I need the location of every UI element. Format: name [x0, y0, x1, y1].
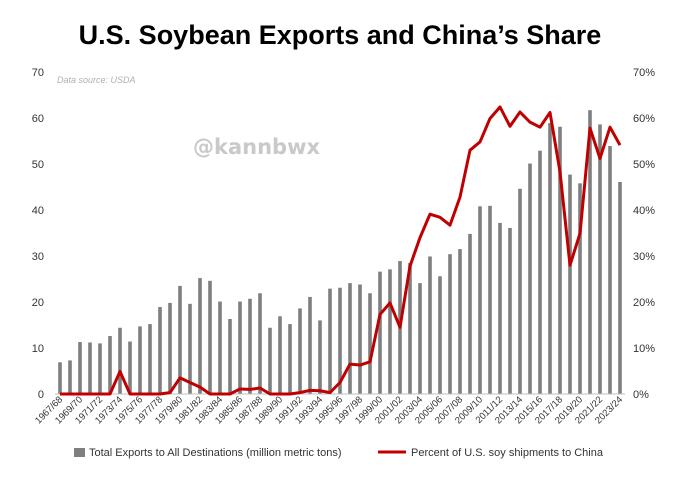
bar: [438, 276, 442, 394]
bar: [368, 293, 372, 394]
bar: [518, 188, 522, 394]
legend: Total Exports to All Destinations (milli…: [74, 447, 604, 459]
bar: [378, 271, 382, 394]
bar: [418, 283, 422, 394]
y-right-tick-label: 0%: [633, 389, 649, 401]
bar: [208, 280, 212, 394]
bar: [338, 287, 342, 394]
bar: [258, 293, 262, 394]
bar: [388, 269, 392, 394]
bar: [448, 254, 452, 394]
bar: [298, 308, 302, 394]
bar: [288, 324, 292, 394]
y-left-tick-label: 40: [32, 205, 44, 217]
bar: [268, 327, 272, 394]
source-note: Data source: USDA: [57, 75, 136, 85]
bar: [458, 249, 462, 394]
bar: [238, 301, 242, 394]
bar: [488, 205, 492, 394]
legend-bar-label: Total Exports to All Destinations (milli…: [89, 447, 341, 459]
y-left-tick-label: 10: [32, 343, 44, 355]
bar: [328, 288, 332, 394]
bar: [228, 319, 232, 394]
y-left-axis: 0 10 20 30 40 50 60 70: [32, 67, 44, 401]
bar: [98, 343, 102, 394]
bar: [548, 123, 552, 394]
bar: [468, 233, 472, 394]
bar: [528, 163, 532, 394]
y-left-tick-label: 0: [38, 389, 44, 401]
y-right-tick-label: 60%: [633, 113, 655, 125]
bar: [308, 296, 312, 394]
y-left-tick-label: 30: [32, 251, 44, 263]
bar: [108, 336, 112, 394]
bar: [218, 301, 222, 394]
bar: [538, 150, 542, 394]
bar: [358, 284, 362, 394]
bar: [478, 206, 482, 394]
bar: [248, 298, 252, 394]
bar: [598, 124, 602, 394]
y-left-tick-label: 70: [32, 67, 44, 79]
bar: [608, 146, 612, 394]
legend-line-label: Percent of U.S. soy shipments to China: [411, 447, 604, 459]
x-axis: 1967/681969/701971/721973/741975/761977/…: [33, 394, 625, 426]
bar: [618, 181, 622, 394]
bar: [588, 110, 592, 395]
bar: [118, 327, 122, 394]
y-left-tick-label: 60: [32, 113, 44, 125]
bar: [138, 326, 142, 394]
bar: [558, 126, 562, 395]
bar: [158, 307, 162, 394]
y-right-tick-label: 40%: [633, 205, 655, 217]
bar: [168, 302, 172, 394]
bar: [498, 222, 502, 394]
bar: [178, 285, 182, 394]
bar: [88, 342, 92, 394]
bar: [568, 174, 572, 394]
bar: [348, 283, 352, 394]
bar: [578, 183, 582, 394]
bar: [508, 227, 512, 394]
bar: [58, 362, 62, 394]
legend-bar-swatch: [74, 448, 85, 457]
y-left-tick-label: 20: [32, 297, 44, 309]
y-right-tick-label: 50%: [633, 159, 655, 171]
y-right-tick-label: 70%: [633, 67, 655, 79]
bar: [188, 303, 192, 394]
bar: [68, 360, 72, 394]
chart-title: U.S. Soybean Exports and China’s Share: [78, 20, 602, 50]
bar-series: [58, 110, 622, 395]
y-right-tick-label: 10%: [633, 343, 655, 355]
bar: [428, 256, 432, 394]
y-left-tick-label: 50: [32, 159, 44, 171]
china-share-line: [60, 105, 622, 396]
bar: [278, 316, 282, 394]
bar: [78, 342, 82, 394]
y-right-tick-label: 30%: [633, 251, 655, 263]
y-right-tick-label: 20%: [633, 297, 655, 309]
bar: [128, 341, 132, 394]
watermark: @kannbwx: [193, 135, 320, 159]
bar: [318, 320, 322, 394]
bar: [148, 324, 152, 394]
bar: [198, 278, 202, 394]
bar: [408, 262, 412, 394]
y-right-axis: 0% 10% 20% 30% 40% 50% 60% 70%: [633, 67, 655, 401]
